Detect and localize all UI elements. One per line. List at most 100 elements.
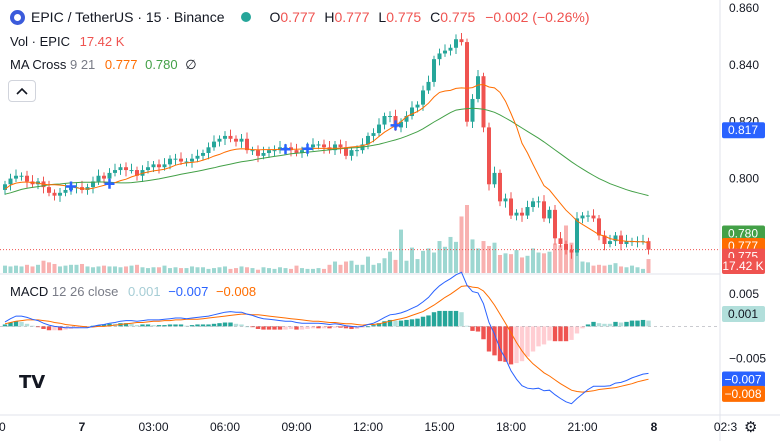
candle-body	[300, 150, 304, 153]
candle-body	[553, 209, 557, 239]
macd-histogram-bar	[19, 321, 24, 327]
macd-histogram-bar	[629, 320, 635, 327]
macd-histogram-bar	[541, 326, 547, 345]
volume-bar	[619, 266, 623, 273]
candle-body	[173, 158, 178, 160]
volume-bar	[547, 251, 552, 273]
macd-tick-label: −0.005	[729, 352, 766, 366]
candle-body	[206, 147, 211, 153]
ma-cross-legend[interactable]: MA Cross 9 21 0.777 0.780 ∅	[10, 57, 197, 73]
macd-histogram-bar	[277, 326, 283, 330]
candle-body	[113, 170, 117, 173]
macd-signal-badge: −0.008	[724, 387, 761, 401]
volume-bar	[63, 265, 68, 273]
candle-body	[146, 167, 150, 171]
high-label: H	[324, 9, 335, 25]
ma-slow-price-badge-bg	[722, 225, 765, 242]
macd-histogram-bar	[156, 325, 162, 327]
volume-bar	[333, 261, 337, 273]
candle-body	[157, 164, 161, 168]
candle-body	[261, 152, 266, 156]
volume-bar	[190, 266, 194, 273]
candle-body	[3, 184, 7, 190]
chevron-up-icon	[16, 87, 28, 95]
macd-histogram-bar	[195, 324, 200, 327]
macd-histogram-bar	[624, 321, 629, 327]
volume-bar	[19, 266, 24, 273]
candle-body	[503, 198, 508, 202]
ma-cross-marker	[66, 181, 76, 192]
time-tick-label: 03:00	[138, 420, 168, 434]
tradingview-logo-icon[interactable]: TV	[19, 372, 46, 393]
collapse-legend-button[interactable]	[8, 80, 36, 102]
macd-histogram-bar	[376, 323, 382, 327]
candle-body	[228, 135, 233, 139]
candle-body	[85, 187, 90, 190]
candle-body	[25, 175, 29, 182]
macd-histogram-bar	[459, 312, 464, 327]
candle-body	[454, 39, 458, 48]
macd-line-badge: −0.007	[724, 372, 761, 386]
candle-body	[52, 192, 57, 196]
macd-histogram-bar	[503, 326, 508, 362]
macd-histogram-bar	[398, 320, 404, 327]
close-value: 0.775	[440, 9, 476, 25]
candle-body	[256, 150, 260, 156]
volume-bar	[69, 264, 73, 273]
time-tick-label: 21:00	[567, 420, 597, 434]
candle-body	[102, 175, 106, 179]
macd-histogram-bar	[580, 326, 585, 329]
volume-bar	[305, 268, 310, 273]
low-label: L	[378, 9, 387, 25]
time-tick-label: 1:00	[0, 420, 6, 434]
macd-histogram-bar	[129, 323, 134, 327]
macd-histogram-bar	[613, 321, 618, 327]
macd-histogram-bar	[255, 326, 261, 329]
candle-body	[217, 138, 222, 142]
volume-bar	[223, 266, 227, 273]
candle-body	[179, 158, 183, 162]
volume-bar	[349, 260, 354, 273]
macd-histogram-bar	[442, 310, 448, 327]
candle-body	[443, 50, 447, 54]
volume-bar	[102, 265, 106, 273]
volume-legend[interactable]: Vol · EPIC 17.42 K	[10, 34, 124, 49]
candle-body	[580, 215, 585, 219]
macd-histogram-bar	[310, 326, 316, 329]
volume-bar	[250, 268, 255, 273]
macd-histogram-bar	[591, 321, 596, 327]
candle-body	[267, 150, 271, 153]
volume-bar	[206, 268, 211, 273]
volume-bar	[635, 267, 640, 273]
market-status-icon	[240, 12, 251, 22]
gear-icon[interactable]: ⚙	[744, 419, 758, 436]
macd-histogram-bar	[332, 326, 338, 328]
macd-legend[interactable]: MACD 12 26 close 0.001 −0.007 −0.008	[10, 284, 256, 299]
volume-bar	[591, 265, 596, 273]
ma-cross-marker	[104, 178, 115, 189]
macd-histogram-bar	[101, 324, 107, 327]
volume-bar	[195, 267, 200, 273]
macd-histogram-bar	[525, 326, 530, 357]
volume-bar	[492, 242, 497, 273]
macd-histogram-bar	[24, 323, 30, 327]
candle-body	[366, 135, 370, 145]
candle-body	[151, 164, 156, 168]
macd-histogram-bar	[233, 323, 239, 327]
macd-histogram-bar	[222, 322, 228, 327]
volume-bar	[283, 268, 288, 273]
open-value: 0.777	[280, 9, 316, 25]
macd-histogram-bar	[448, 310, 453, 327]
candle-body	[564, 243, 568, 250]
volume-legend-label: Vol · EPIC	[10, 34, 70, 49]
candle-body	[525, 207, 530, 216]
macd-histogram-bar	[13, 321, 19, 327]
symbol-title[interactable]: EPIC / TetherUS · 15 · Binance	[31, 9, 225, 25]
candle-body	[96, 175, 101, 182]
candle-body	[547, 209, 552, 219]
time-tick-label: 15:00	[424, 420, 454, 434]
macd-params: 12 26 close	[51, 284, 119, 299]
volume-bar	[256, 269, 260, 273]
candle-body	[8, 178, 13, 185]
